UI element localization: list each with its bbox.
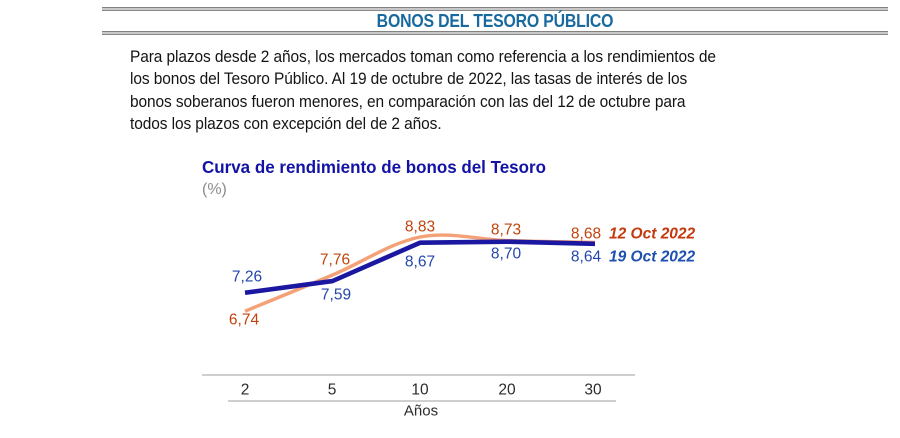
x-tick-2: 2 <box>240 381 250 399</box>
data-label-12oct-2y: 6,74 <box>228 311 260 329</box>
series-line-19-oct-2022 <box>244 239 596 296</box>
header-rule-top <box>102 7 888 11</box>
legend-12-oct-2022: 12 Oct 2022 <box>609 225 696 243</box>
x-tick-10: 10 <box>411 381 429 399</box>
paragraph-line: los bonos del Tesoro Público. Al 19 de o… <box>130 69 688 89</box>
x-axis-underline <box>228 400 616 402</box>
data-label-12oct-5y: 7,76 <box>319 251 351 269</box>
series-line-12-oct-2022 <box>244 233 596 313</box>
paragraph-line: todos los plazos con excepción del de 2 … <box>130 113 442 133</box>
data-label-19oct-30y: 8,64 <box>570 248 602 266</box>
legend-19-oct-2022: 19 Oct 2022 <box>609 248 696 266</box>
x-axis-line <box>202 374 635 376</box>
x-tick-5: 5 <box>327 381 337 399</box>
paragraph-line: bonos soberanos fueron menores, en compa… <box>130 91 686 111</box>
chart-unit-label: (%) <box>202 181 227 198</box>
data-label-19oct-5y: 7,59 <box>320 286 352 304</box>
data-label-12oct-30y: 8,68 <box>570 225 602 243</box>
x-tick-30: 30 <box>584 381 602 399</box>
header-rule-bottom <box>102 31 888 35</box>
data-label-19oct-10y: 8,67 <box>404 253 436 271</box>
x-tick-20: 20 <box>498 381 516 399</box>
intro-paragraph: Para plazos desde 2 años, los mercados t… <box>130 46 774 135</box>
data-label-12oct-10y: 8,83 <box>404 218 436 236</box>
header-title: BONOS DEL TESORO PÚBLICO <box>376 11 614 31</box>
chart-canvas <box>244 233 596 313</box>
data-label-19oct-2y: 7,26 <box>231 268 263 286</box>
x-axis-title: Años <box>403 402 439 420</box>
chart-title: Curva de rendimiento de bonos del Tesoro <box>202 157 546 177</box>
data-label-12oct-20y: 8,73 <box>490 221 522 239</box>
paragraph-line: Para plazos desde 2 años, los mercados t… <box>130 47 716 66</box>
data-label-19oct-20y: 8,70 <box>490 245 522 263</box>
